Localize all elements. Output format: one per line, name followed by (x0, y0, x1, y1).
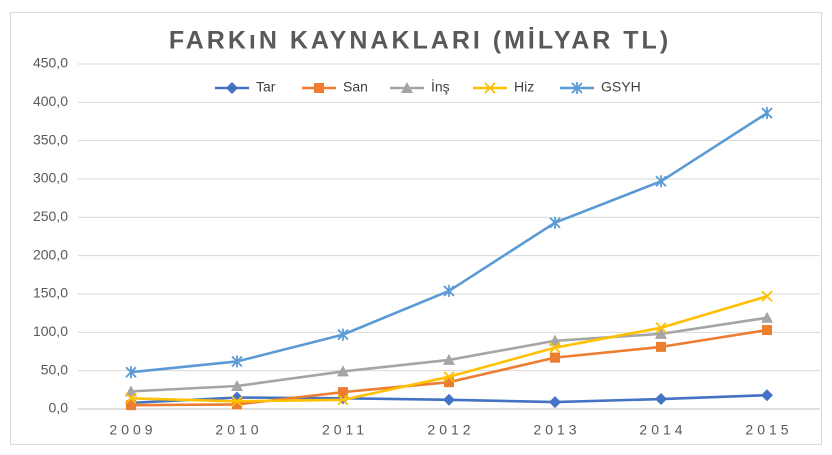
y-tick-label: 300,0 (33, 170, 68, 186)
data-point (762, 325, 772, 336)
y-tick-label: 150,0 (33, 285, 68, 301)
data-point (655, 322, 667, 334)
legend-label: GSYH (601, 79, 641, 95)
data-point (338, 387, 348, 398)
data-point (126, 400, 136, 411)
data-point (231, 355, 243, 368)
legend-label: Hiz (514, 79, 534, 95)
y-tick-label: 350,0 (33, 131, 68, 147)
chart-frame (10, 12, 822, 445)
data-point (656, 341, 666, 352)
legend-label: Tar (256, 79, 276, 95)
data-point (549, 334, 561, 346)
legend-marker (401, 82, 413, 93)
data-point (443, 353, 455, 365)
chart-title: FARKıN KAYNAKLARI (MİLYAR TL) (169, 27, 671, 55)
x-tick-label: 2012 (427, 422, 474, 438)
data-point (443, 371, 455, 383)
legend-label: San (343, 79, 368, 95)
data-point (337, 394, 349, 406)
data-point (231, 380, 243, 391)
data-point (761, 290, 773, 302)
y-tick-label: 200,0 (33, 246, 68, 262)
data-point (549, 342, 561, 354)
data-point (125, 366, 137, 379)
data-point (549, 396, 561, 409)
y-tick-label: 100,0 (33, 323, 68, 339)
x-tick-label: 2009 (109, 422, 156, 438)
data-point (443, 284, 455, 297)
y-tick-label: 250,0 (33, 208, 68, 224)
y-tick-label: 50,0 (41, 361, 68, 377)
legend-marker (484, 82, 496, 94)
y-tick-label: 400,0 (33, 93, 68, 109)
data-point (761, 389, 773, 402)
legend-marker (571, 82, 583, 94)
data-point (337, 365, 349, 377)
data-point (655, 175, 667, 188)
data-point (549, 216, 561, 229)
data-point (444, 377, 454, 388)
data-point (337, 328, 349, 341)
data-point (655, 393, 667, 406)
data-point (550, 352, 560, 363)
data-point (655, 327, 667, 339)
data-point (443, 393, 455, 406)
x-tick-label: 2013 (533, 422, 580, 438)
x-tick-label: 2010 (215, 422, 262, 438)
x-tick-label: 2014 (639, 422, 686, 438)
data-point (231, 395, 243, 407)
y-tick-label: 450,0 (33, 55, 68, 71)
y-tick-label: 0,0 (49, 400, 69, 416)
data-point (125, 392, 137, 404)
data-point (125, 385, 137, 397)
data-point (232, 399, 242, 410)
data-point (761, 107, 773, 120)
legend-label: İnş (431, 78, 450, 95)
legend-marker (314, 83, 324, 93)
legend-marker (226, 82, 238, 94)
x-tick-label: 2015 (745, 422, 792, 438)
x-tick-label: 2011 (322, 422, 368, 438)
data-point (761, 311, 773, 323)
